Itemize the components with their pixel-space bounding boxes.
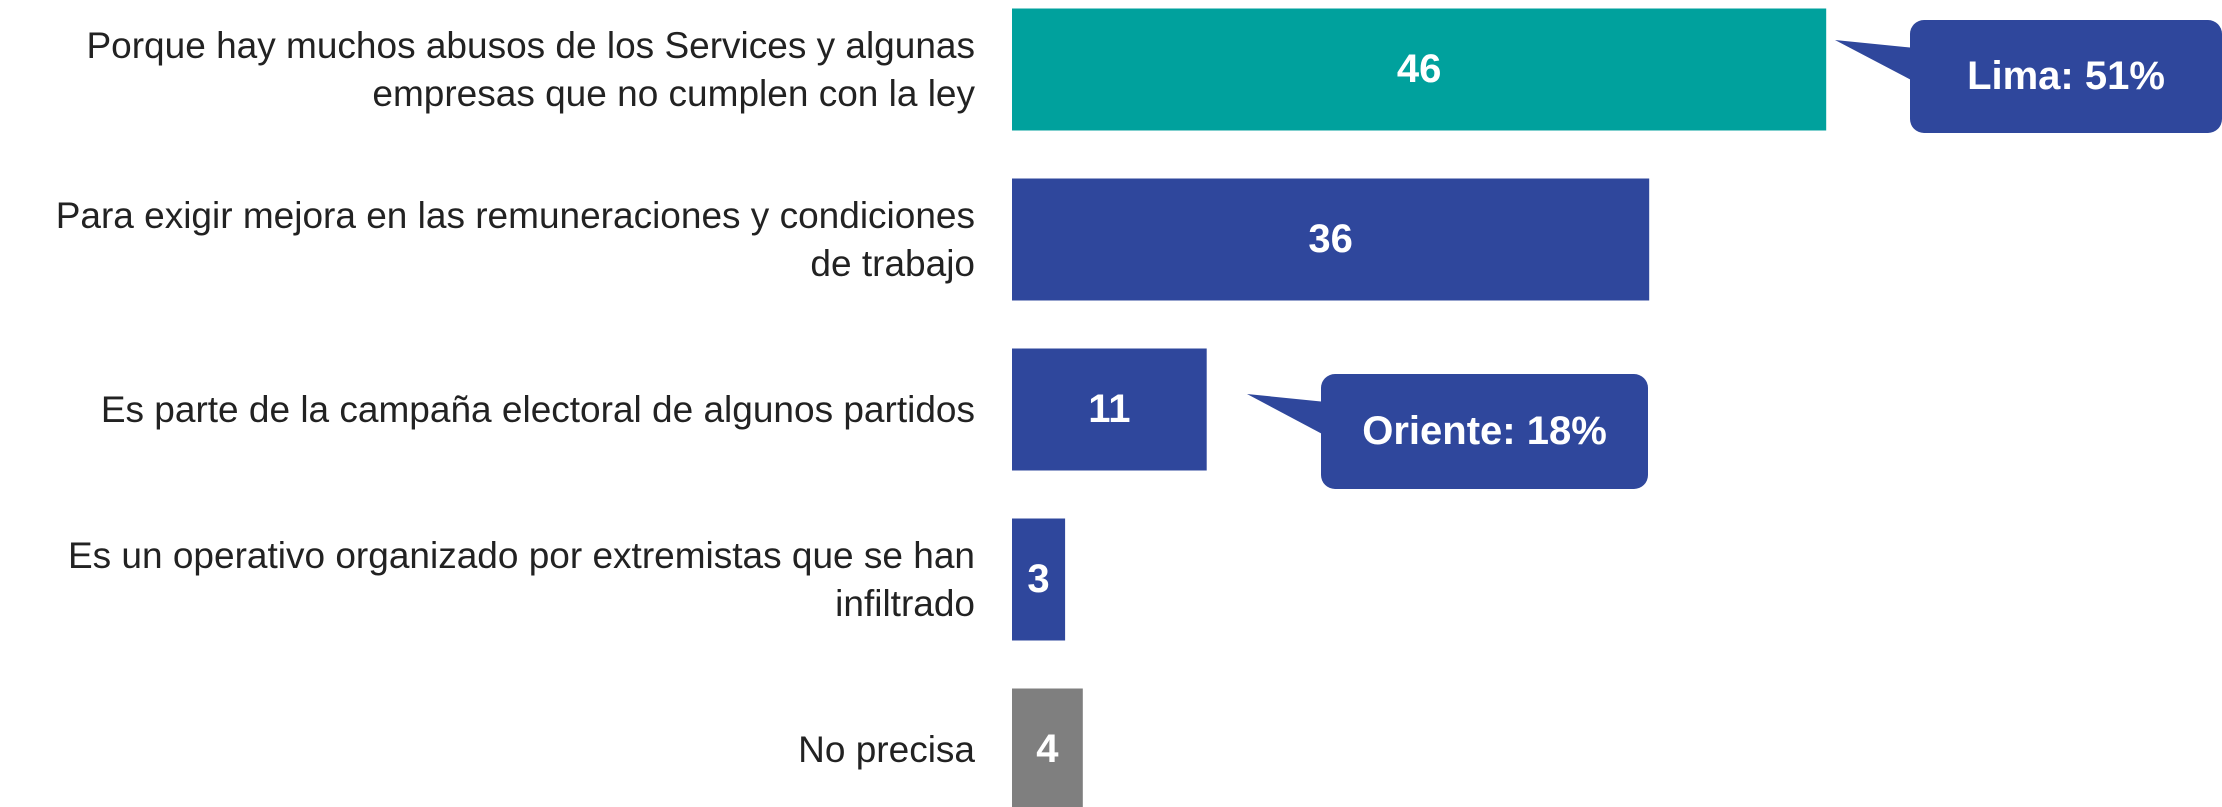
bar — [1012, 518, 1066, 641]
callout-pointer — [1247, 394, 1326, 436]
bar — [1012, 348, 1207, 471]
callout-text: Oriente: 18% — [1362, 409, 1607, 453]
bar — [1012, 688, 1083, 807]
category-text: Porque hay muchos abusos de los Services… — [86, 24, 975, 114]
value-label: 11 — [1088, 387, 1130, 431]
value-label: 3 — [1027, 557, 1049, 601]
category-label: Para exigir mejora en las remuneraciones… — [0, 179, 975, 301]
callout-box — [1910, 20, 2222, 133]
category-label: Porque hay muchos abusos de los Services… — [0, 9, 975, 131]
category-text: Es un operativo organizado por extremist… — [67, 534, 975, 624]
category-label: No precisa — [0, 689, 975, 807]
callout-pointer — [1835, 40, 1915, 82]
bar — [1012, 8, 1827, 131]
category-label: Es parte de la campaña electoral de algu… — [0, 349, 975, 471]
category-text: Es parte de la campaña electoral de algu… — [100, 388, 975, 430]
callout-box — [1321, 374, 1648, 489]
category-text: No precisa — [798, 728, 975, 770]
value-label: 36 — [1308, 217, 1353, 261]
value-label: 46 — [1397, 47, 1442, 91]
value-label: 4 — [1036, 727, 1059, 771]
category-text: Para exigir mejora en las remuneraciones… — [55, 194, 975, 284]
category-label: Es un operativo organizado por extremist… — [0, 519, 975, 641]
callout-text: Lima: 51% — [1967, 54, 2165, 98]
bar — [1012, 178, 1650, 301]
